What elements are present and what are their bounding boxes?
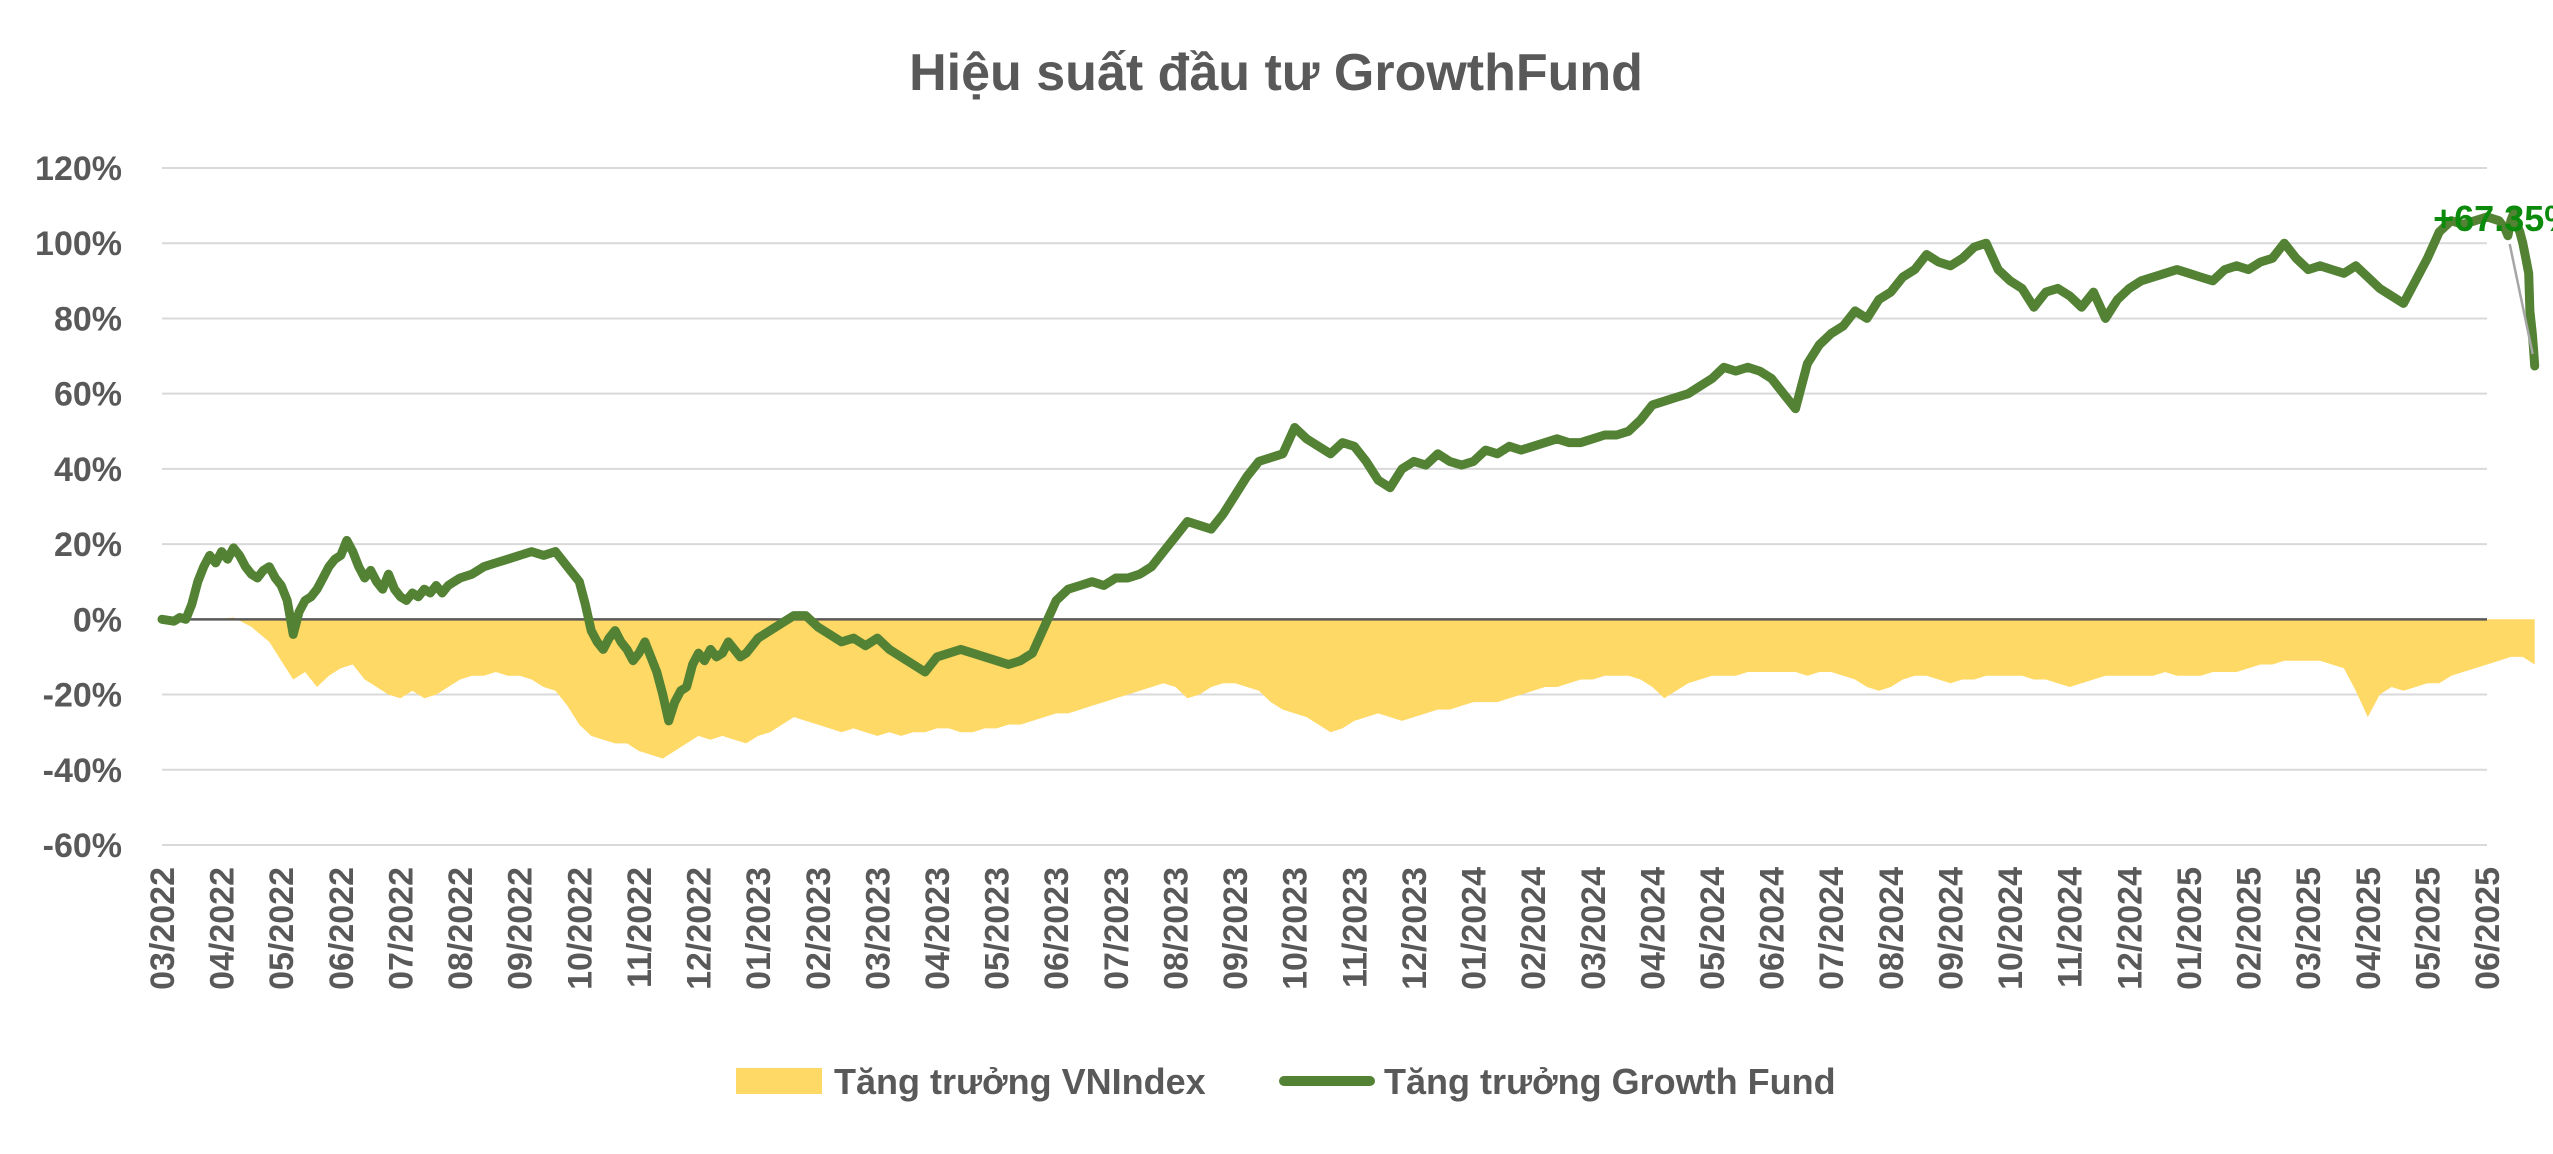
y-tick-label: -60% bbox=[43, 827, 122, 865]
x-tick-label: 06/2022 bbox=[323, 867, 361, 990]
y-tick-label: 60% bbox=[54, 376, 122, 414]
chart-title: Hiệu suất đầu tư GrowthFund bbox=[909, 44, 1643, 102]
x-tick-label: 01/2023 bbox=[740, 867, 778, 990]
x-tick-label: 05/2023 bbox=[979, 867, 1017, 990]
x-tick-label: 12/2022 bbox=[681, 867, 719, 990]
x-tick-label: 09/2024 bbox=[1932, 867, 1970, 990]
legend-swatch-vnindex bbox=[736, 1068, 822, 1094]
x-tick-label: 08/2022 bbox=[442, 867, 480, 990]
x-tick-label: 06/2024 bbox=[1754, 867, 1792, 990]
x-tick-label: 07/2024 bbox=[1813, 867, 1851, 990]
x-tick-label: 05/2024 bbox=[1694, 867, 1732, 990]
y-tick-label: 40% bbox=[54, 451, 122, 489]
x-tick-label: 06/2023 bbox=[1038, 867, 1076, 990]
x-tick-label: 12/2024 bbox=[2111, 867, 2149, 990]
x-tick-label: 04/2025 bbox=[2350, 867, 2388, 990]
growth-fund-line bbox=[157, 208, 2540, 726]
annotation-leader-line bbox=[2508, 243, 2534, 355]
x-tick-label: 02/2025 bbox=[2231, 867, 2269, 990]
y-tick-label: 20% bbox=[54, 526, 122, 564]
y-tick-label: 0% bbox=[73, 601, 122, 639]
x-tick-label: 04/2024 bbox=[1634, 867, 1672, 990]
x-tick-label: 04/2022 bbox=[204, 867, 242, 990]
y-tick-label: 80% bbox=[54, 300, 122, 338]
vnindex-area-layer bbox=[162, 617, 2535, 759]
x-tick-label: 03/2022 bbox=[144, 867, 182, 990]
x-tick-label: 06/2025 bbox=[2469, 867, 2507, 990]
x-tick-label: 02/2024 bbox=[1515, 867, 1553, 990]
annotation-layer: +67.35% bbox=[2433, 198, 2553, 355]
x-tick-label: 08/2023 bbox=[1157, 867, 1195, 990]
x-tick-label: 07/2022 bbox=[382, 867, 420, 990]
x-tick-label: 02/2023 bbox=[800, 867, 838, 990]
x-tick-label: 05/2025 bbox=[2409, 867, 2447, 990]
grid-lines bbox=[162, 167, 2487, 846]
y-tick-label: 120% bbox=[35, 150, 122, 188]
x-axis-ticks: 03/2022 04/2022 05/2022 06/2022 07/2022 08/20… bbox=[144, 867, 2507, 990]
x-tick-label: 11/2022 bbox=[621, 867, 659, 988]
x-tick-label: 01/2024 bbox=[1456, 867, 1494, 990]
x-tick-label: 10/2024 bbox=[1992, 867, 2030, 990]
x-tick-label: 03/2024 bbox=[1575, 867, 1613, 990]
x-tick-label: 04/2023 bbox=[919, 867, 957, 990]
x-tick-label: 03/2023 bbox=[859, 867, 897, 990]
legend: Tăng trưởng VNIndex Tăng trưởng Growth F… bbox=[736, 1061, 1836, 1102]
annotation-label: +67.35% bbox=[2433, 198, 2553, 239]
x-tick-label: 10/2023 bbox=[1277, 867, 1315, 990]
legend-label-vnindex: Tăng trưởng VNIndex bbox=[834, 1061, 1206, 1102]
x-tick-label: 12/2023 bbox=[1396, 867, 1434, 990]
x-tick-label: 10/2022 bbox=[561, 867, 599, 990]
x-tick-label: 11/2023 bbox=[1336, 867, 1374, 988]
y-tick-label: -40% bbox=[43, 752, 122, 790]
x-tick-label: 05/2022 bbox=[263, 867, 301, 990]
x-tick-label: 01/2025 bbox=[2171, 867, 2209, 990]
x-tick-label: 09/2023 bbox=[1217, 867, 1255, 990]
x-tick-label: 09/2022 bbox=[502, 867, 540, 990]
y-axis-ticks: 120% 100% 80% 60% 40% 20% 0% -20% -40% -60% bbox=[35, 150, 122, 865]
x-tick-label: 08/2024 bbox=[1873, 867, 1911, 990]
x-tick-label: 03/2025 bbox=[2290, 867, 2328, 990]
y-tick-label: -20% bbox=[43, 677, 122, 715]
legend-label-growth-fund: Tăng trưởng Growth Fund bbox=[1384, 1061, 1836, 1102]
x-tick-label: 07/2023 bbox=[1098, 867, 1136, 990]
growth-fund-line-layer bbox=[157, 208, 2540, 726]
x-tick-label: 11/2024 bbox=[2052, 867, 2090, 988]
vnindex-area bbox=[162, 617, 2535, 759]
y-tick-label: 100% bbox=[35, 225, 122, 263]
